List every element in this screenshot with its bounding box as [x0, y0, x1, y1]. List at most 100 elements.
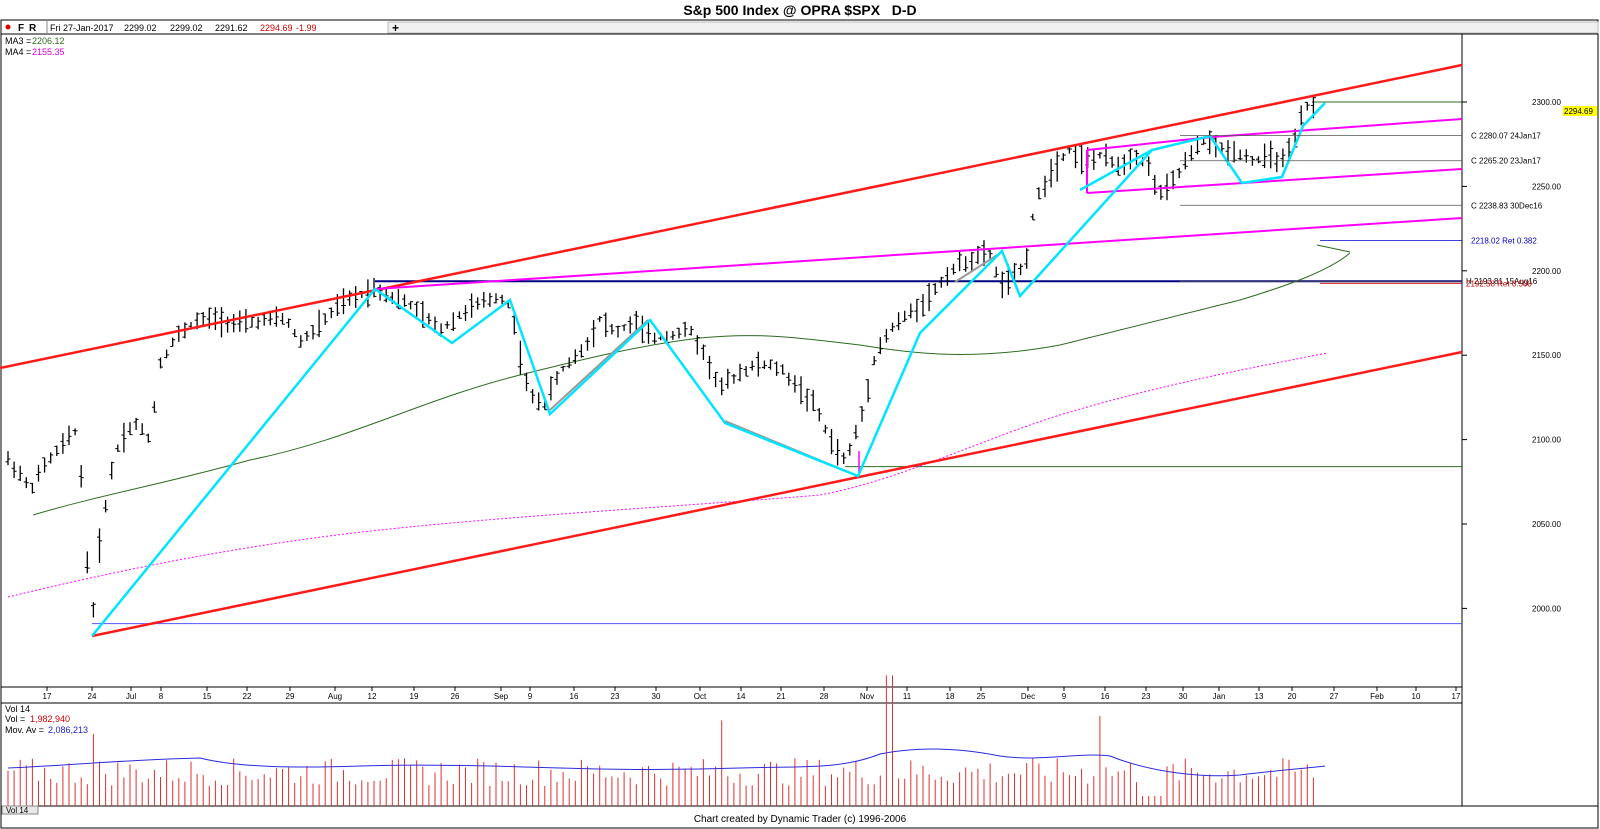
x-tick-label: 12 [368, 692, 377, 701]
x-tick-label: 23 [1142, 692, 1151, 701]
x-tick-label: 19 [410, 692, 419, 701]
header-bar: F R Fri 27-Jan-2017 2299.02 2299.02 2291… [5, 21, 1599, 35]
moving-averages [7, 252, 1351, 598]
x-tick-label: 17 [43, 692, 52, 701]
outer-frame [0, 19, 1599, 829]
x-tick-label: 23 [611, 692, 620, 701]
annotation-label: 2192.58 Ret 0.500 [1466, 279, 1532, 288]
chart-title: S&p 500 Index @ OPRA $SPX D-D [683, 2, 917, 18]
footer-credit: Chart created by Dynamic Trader (c) 1996… [693, 814, 907, 825]
x-tick-label: 30 [1179, 692, 1188, 701]
header-low: 2291.62 [215, 23, 248, 33]
ma3-line [32, 252, 1351, 516]
ma4-line [7, 352, 1328, 598]
x-tick-label: 13 [1255, 692, 1264, 701]
header-date: Fri 27-Jan-2017 [50, 23, 114, 33]
x-tick-label: 16 [1101, 692, 1110, 701]
swing-zigzag [91, 102, 1326, 637]
x-tick-label: 28 [820, 692, 829, 701]
x-tick-label: Nov [860, 692, 874, 701]
x-tick-label: Feb [1370, 692, 1384, 701]
y-tick-label: 2200.00 [1532, 267, 1561, 276]
header-high: 2299.02 [170, 23, 203, 33]
y-tick-label: 2000.00 [1532, 604, 1561, 613]
x-tick-label: Dec [1021, 692, 1035, 701]
volume-bars [7, 675, 1326, 806]
annotation-label: 2218.02 Ret 0.382 [1471, 236, 1537, 245]
vol-value: 1,982,940 [30, 714, 70, 724]
header-scroll-area[interactable] [387, 21, 1599, 34]
volume-panel-title: Vol 14 [5, 704, 30, 714]
lower-channel-line [91, 350, 1463, 638]
price-axis: 2300.00 2250.00 2200.00 2150.00 2100.00 2050.… [1462, 98, 1561, 613]
header-close: 2294.69 [260, 23, 293, 33]
x-tick-label: 10 [1412, 692, 1421, 701]
y-tick-label: 2300.00 [1532, 98, 1561, 107]
x-tick-label: Sep [494, 692, 509, 701]
mav-label: Mov. Av = [5, 725, 44, 735]
x-tick-label: Oct [694, 692, 707, 701]
y-tick-label: 2100.00 [1532, 436, 1561, 445]
x-tick-label: 26 [451, 692, 460, 701]
x-tick-label: 8 [159, 692, 164, 701]
x-tick-label: 9 [1062, 692, 1067, 701]
ma3-tail [1316, 244, 1351, 253]
volume-tab-label: Vol 14 [6, 806, 29, 815]
ma4-value: 2155.35 [32, 47, 65, 57]
header-change: -1.99 [296, 23, 317, 33]
add-button[interactable]: + [392, 21, 399, 35]
x-tick-label: 9 [528, 692, 533, 701]
grey-swing-3 [954, 251, 1003, 283]
x-tick-label: 15 [203, 692, 212, 701]
y-tick-label: 2050.00 [1532, 520, 1561, 529]
record-icon [5, 24, 11, 30]
level-annotations: C 2280.07 24Jan17 C 2265.20 23Jan17 C 2238… [1180, 132, 1543, 288]
header-open: 2299.02 [124, 23, 157, 33]
volume-legend: Vol 14 Vol = 1,982,940 Mov. Av = 2,086,2… [5, 704, 88, 735]
last-price-tag [1563, 105, 1597, 116]
last-price-value: 2294.69 [1564, 107, 1593, 116]
swing-dec-leg [1079, 148, 1153, 192]
x-tick-label: 22 [243, 692, 252, 701]
pink-flag-lower [1086, 168, 1463, 194]
pink-flag-upper [1086, 118, 1463, 151]
mav-value: 2,086,213 [48, 725, 88, 735]
volume-tab[interactable] [1, 805, 39, 815]
annotation-label: C 2238.83 30Dec16 [1471, 201, 1543, 210]
x-tick-label: 16 [570, 692, 579, 701]
ma-legend: MA3 = 2206.12 MA4 = 2155.35 [5, 36, 65, 57]
ma3-label: MA3 = [5, 36, 31, 46]
y-tick-label: 2150.00 [1532, 351, 1561, 360]
x-tick-label: Aug [328, 692, 342, 701]
f-button[interactable]: F [18, 23, 24, 34]
annotation-label: H 2193.81 15Aug16 [1466, 277, 1538, 286]
x-tick-label: 17 [1452, 692, 1461, 701]
x-tick-label: 14 [737, 692, 746, 701]
x-tick-label: 25 [977, 692, 986, 701]
ma3-value: 2206.12 [32, 36, 65, 46]
vol-label: Vol = [5, 714, 25, 724]
x-tick-label: 11 [903, 692, 912, 701]
annotation-label: C 2280.07 24Jan17 [1471, 132, 1541, 141]
price-bars [5, 95, 1316, 618]
x-tick-label: 30 [652, 692, 661, 701]
x-tick-label: 24 [88, 692, 97, 701]
time-axis: 17 24 Jul 8 15 22 29 Aug 12 19 26 Sep 9 16 23 30 Oct 14 21… [43, 687, 1461, 701]
x-tick-label: Jan [1213, 692, 1226, 701]
annotation-label: C 2265.20 23Jan17 [1471, 157, 1541, 166]
x-tick-label: 18 [946, 692, 955, 701]
ma4-label: MA4 = [5, 47, 31, 57]
x-tick-label: 20 [1288, 692, 1297, 701]
y-tick-label: 2250.00 [1532, 182, 1561, 191]
grey-swing-1 [549, 319, 649, 411]
trend-lines [0, 63, 1463, 638]
x-tick-label: 21 [777, 692, 786, 701]
upper-channel-line [0, 63, 1463, 370]
x-tick-label: 29 [286, 692, 295, 701]
pink-trendline [374, 217, 1463, 290]
x-tick-label: 27 [1330, 692, 1339, 701]
volume-moving-average [7, 748, 1326, 777]
x-tick-label: Jul [126, 692, 136, 701]
r-button[interactable]: R [29, 23, 37, 34]
